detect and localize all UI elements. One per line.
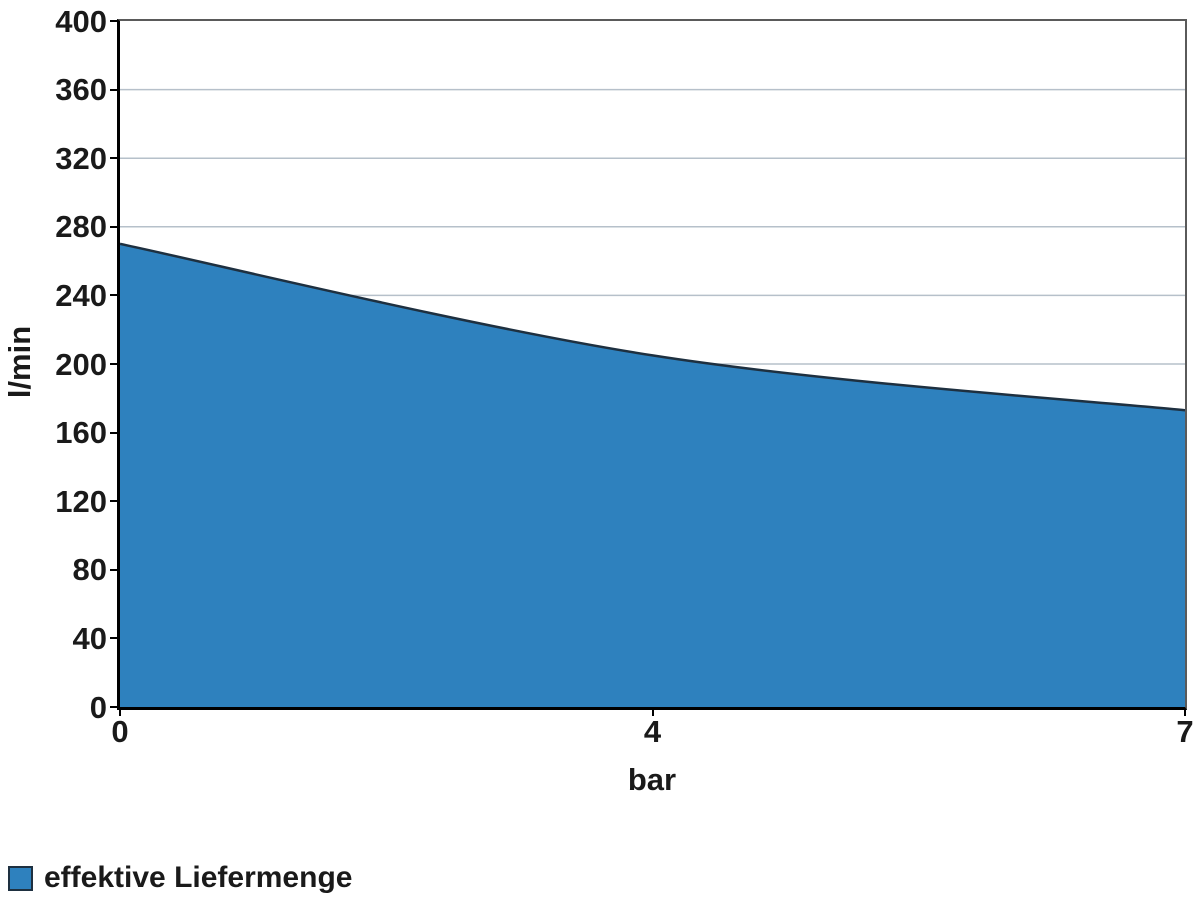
area-series-line — [120, 242, 1185, 412]
y-tick-mark-40 — [110, 637, 117, 640]
plot-svg — [120, 88, 1185, 707]
legend-label: effektive Liefermenge — [44, 861, 353, 894]
area-series — [120, 243, 1185, 707]
y-tick-mark-240 — [110, 294, 117, 297]
y-tick-mark-400 — [110, 20, 117, 22]
y-tick-label-200: 200 — [55, 346, 107, 382]
y-tick-label-120: 120 — [55, 483, 107, 519]
x-axis-title: bar — [627, 762, 677, 797]
x-tick-mark-4 — [651, 710, 654, 716]
y-tick-label-280: 280 — [55, 209, 107, 245]
y-tick-label-240: 240 — [55, 277, 107, 313]
y-tick-mark-280 — [110, 225, 117, 228]
y-tick-label-0: 0 — [89, 689, 107, 725]
y-tick-label-160: 160 — [55, 415, 107, 451]
x-tick-label-0: 0 — [111, 714, 129, 749]
x-tick-mark-7 — [1184, 710, 1186, 716]
y-tick-label-80: 80 — [72, 552, 107, 588]
y-tick-label-320: 320 — [55, 140, 107, 176]
legend-swatch — [8, 865, 33, 891]
y-tick-mark-360 — [110, 88, 117, 91]
y-tick-mark-120 — [110, 500, 117, 503]
legend: effektive Liefermenge — [8, 863, 352, 893]
y-tick-label-360: 360 — [55, 72, 107, 108]
plot-area — [117, 19, 1187, 710]
y-tick-mark-160 — [110, 431, 117, 434]
y-tick-mark-200 — [110, 363, 117, 365]
x-tick-label-7: 7 — [1176, 714, 1194, 749]
y-tick-label-400: 400 — [55, 3, 107, 39]
y-axis-title: l/min — [2, 325, 37, 399]
y-tick-label-40: 40 — [72, 620, 107, 656]
y-tick-mark-80 — [110, 568, 117, 571]
x-tick-mark-0 — [119, 710, 121, 716]
y-tick-mark-0 — [110, 706, 117, 708]
y-tick-mark-320 — [110, 157, 117, 160]
x-tick-label-4: 4 — [643, 714, 662, 749]
